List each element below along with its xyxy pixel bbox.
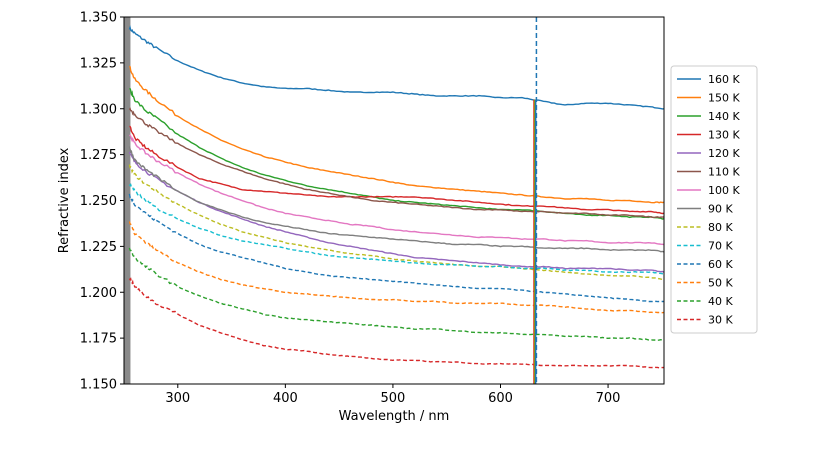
series-line-90k	[128, 146, 665, 253]
y-tick-label: 1.150	[80, 378, 117, 393]
legend-label: 100 K	[708, 184, 740, 197]
x-tick-label: 300	[165, 391, 190, 406]
series-line-100k	[128, 134, 665, 246]
y-tick-label: 1.200	[80, 286, 117, 301]
x-tick-label: 600	[488, 391, 513, 406]
series-line-150k	[128, 65, 665, 204]
series-line-50k	[128, 221, 665, 314]
series-line-80k	[128, 164, 665, 281]
y-tick-label: 1.300	[80, 102, 117, 117]
y-tick-label: 1.175	[80, 332, 117, 347]
legend-label: 160 K	[708, 73, 740, 86]
x-tick-label: 700	[596, 391, 621, 406]
x-tick-label: 500	[381, 391, 406, 406]
y-tick-label: 1.325	[80, 56, 117, 71]
series-line-160k	[128, 25, 665, 110]
legend-label: 130 K	[708, 129, 740, 142]
y-tick-label: 1.350	[80, 11, 117, 26]
legend-label: 150 K	[708, 92, 740, 105]
legend-label: 120 K	[708, 147, 740, 160]
legend-label: 90 K	[708, 203, 733, 216]
series-line-30k	[128, 277, 665, 369]
series-line-110k	[128, 107, 665, 219]
y-tick-label: 1.250	[80, 194, 117, 209]
y-axis-label: Refractive index	[57, 147, 72, 253]
legend-label: 140 K	[708, 110, 740, 123]
series-line-130k	[129, 125, 665, 215]
x-axis-label: Wavelength / nm	[339, 409, 450, 424]
series-line-60k	[128, 193, 665, 303]
shaded-region	[124, 17, 131, 384]
spike-layer	[533, 17, 538, 384]
legend: 160 K 150 K 140 K 130 K 120 K 110 K 100 K 90 K 8…	[670, 65, 758, 334]
legend-label: 110 K	[708, 166, 740, 179]
x-tick-label: 400	[273, 391, 298, 406]
axis-layer: 300 400 500 600 700 1.150 1.175 1.200 1.225 1.250…	[80, 11, 621, 407]
legend-label: 80 K	[708, 221, 733, 234]
legend-label: 60 K	[708, 258, 733, 271]
shaded-region-layer	[124, 17, 131, 384]
legend-label: 70 K	[708, 240, 733, 253]
series-line-120k	[128, 151, 665, 273]
series-line-70k	[128, 183, 665, 275]
series-layer	[128, 25, 665, 369]
legend-box	[670, 65, 758, 334]
series-line-140k	[129, 87, 665, 220]
legend-label: 30 K	[708, 314, 733, 327]
legend-label: 50 K	[708, 277, 733, 290]
series-line-40k	[128, 247, 665, 342]
y-tick-label: 1.225	[80, 240, 117, 255]
legend-label: 40 K	[708, 295, 733, 308]
y-tick-label: 1.275	[80, 148, 117, 163]
